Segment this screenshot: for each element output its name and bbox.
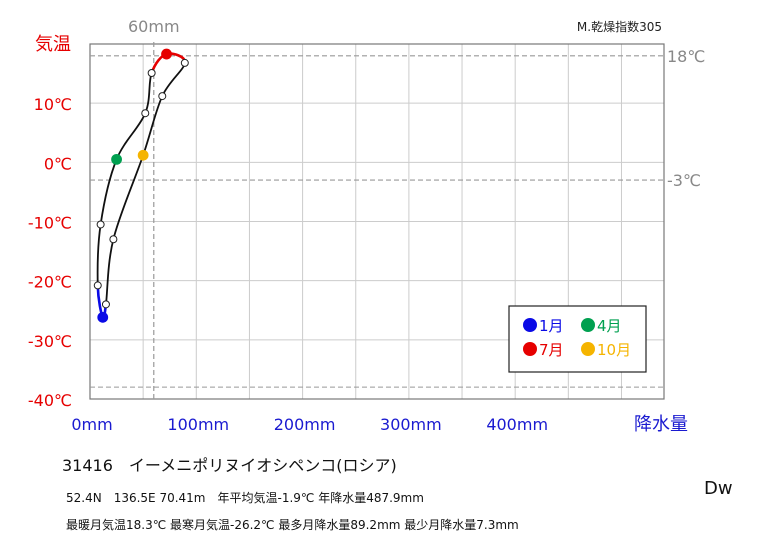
legend-marker	[523, 318, 537, 332]
y-tick-label: 0℃	[44, 154, 72, 173]
x-tick-label: 300mm	[380, 415, 442, 434]
climate-type-label: Dw	[704, 478, 733, 499]
grid	[90, 44, 664, 399]
reference-lines: 60mm 18℃ -3℃	[90, 17, 705, 399]
curve-segment	[142, 95, 164, 156]
data-curve	[93, 48, 189, 323]
month-point	[93, 281, 102, 290]
reference-label-temp: -3℃	[667, 171, 701, 190]
legend-label: 7月	[539, 341, 564, 359]
month-point	[97, 311, 109, 323]
legend-marker	[523, 342, 537, 356]
station-info-line2: 最暖月気温18.3℃ 最寒月気温-26.2℃ 最多月降水量89.2mm 最少月降…	[66, 518, 519, 532]
station-name: 31416 イーメニポリヌイオシペンコ(ロシア)	[62, 456, 397, 475]
curve-segment	[161, 62, 186, 97]
legend-label: 10月	[597, 341, 631, 359]
plot-frame	[89, 43, 665, 400]
x-axis-title: 降水量	[634, 414, 688, 435]
x-tick-label: 0mm	[71, 415, 112, 434]
curve-segment	[96, 224, 102, 286]
month-point	[161, 48, 172, 60]
month-point	[141, 109, 150, 118]
x-tick-label: 200mm	[274, 415, 336, 434]
dryness-index: M.乾燥指数305	[577, 19, 662, 34]
y-tick-label: -40℃	[28, 391, 72, 410]
y-tick-label: 10℃	[34, 95, 72, 114]
station-info-line1: 52.4N 136.5E 70.41m 年平均気温-1.9℃ 年降水量487.9…	[66, 491, 424, 505]
legend-marker	[581, 318, 595, 332]
legend-label: 4月	[597, 317, 622, 335]
y-tick-label: -30℃	[28, 332, 72, 351]
curve-segment	[99, 159, 118, 225]
month-point	[109, 235, 118, 244]
month-point	[158, 92, 167, 101]
y-tick-label: -20℃	[28, 273, 72, 292]
legend-label: 1月	[539, 317, 564, 335]
month-point	[180, 58, 189, 67]
legend-box	[508, 305, 647, 373]
curve-segment	[144, 72, 153, 114]
month-point	[96, 220, 105, 229]
axis-labels: 気温 10℃ 0℃ -10℃ -20℃ -30℃ -40℃ 0mm 100mm 200mm 300m…	[28, 19, 688, 435]
x-tick-label: 400mm	[486, 415, 548, 434]
climograph-chart: 60mm 18℃ -3℃ 気温 10℃ 0℃ -10℃ -20℃ -30℃ -40℃ 0mm 100…	[28, 17, 705, 435]
y-axis-title: 気温	[35, 34, 71, 55]
month-point	[147, 68, 156, 77]
y-tick-label: -10℃	[28, 214, 72, 233]
month-point	[111, 153, 122, 165]
curve-segment	[105, 239, 115, 305]
reference-label-temp: 18℃	[667, 47, 705, 66]
x-tick-label: 100mm	[167, 415, 229, 434]
curve-segment	[112, 154, 144, 240]
legend-marker	[581, 342, 595, 356]
reference-label-precip: 60mm	[128, 17, 180, 36]
legend: 1月 4月 7月 10月	[508, 305, 647, 373]
month-point	[137, 149, 149, 161]
month-point	[101, 300, 110, 309]
